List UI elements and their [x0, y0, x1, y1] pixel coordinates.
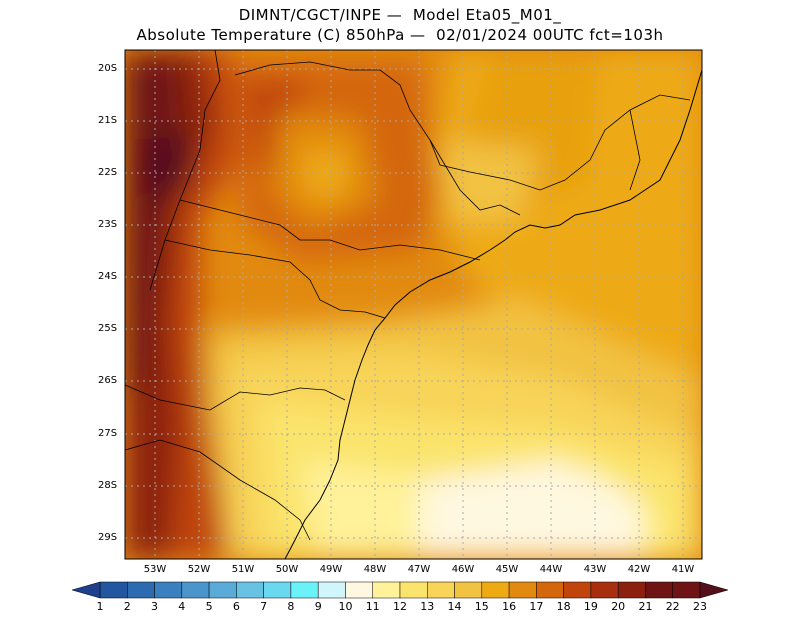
lon-label: 53W [143, 564, 167, 575]
colorbar-segment [645, 581, 673, 599]
colorbar-segment [372, 581, 401, 599]
colorbar-label: 4 [178, 600, 186, 613]
colorbar-label: 14 [447, 600, 462, 613]
colorbar-segment [536, 581, 564, 599]
plot-frame [124, 49, 703, 560]
colorbar-max-arrow [699, 581, 729, 599]
colorbar-label: 5 [205, 600, 213, 613]
colorbar-label: 16 [502, 600, 517, 613]
colorbar-label: 12 [393, 600, 407, 613]
colorbar-segment [508, 581, 537, 599]
lon-label: 47W [407, 564, 431, 575]
colorbar-min-arrow [71, 581, 101, 599]
lon-label: 43W [583, 564, 607, 575]
colorbar-label: 6 [232, 600, 240, 613]
colorbar-label: 8 [287, 600, 295, 613]
colorbar-segment [99, 581, 128, 599]
colorbar-segment [263, 581, 292, 599]
colorbar-label: 11 [365, 600, 380, 613]
title-line-1: DIMNT/CGCT/INPE — Model Eta05_M01_ [238, 6, 562, 24]
lon-label: 52W [187, 564, 211, 575]
colorbar-label: 15 [474, 600, 489, 613]
colorbar-segment [127, 581, 155, 599]
colorbar-label: 10 [338, 600, 353, 613]
colorbar-label: 21 [638, 600, 653, 613]
lon-label: 49W [319, 564, 343, 575]
lat-label: 26S [98, 375, 118, 386]
colorbar-segment [317, 581, 346, 599]
colorbar-label: 13 [420, 600, 435, 613]
colorbar-label: 23 [693, 600, 707, 613]
lon-label: 50W [275, 564, 299, 575]
lat-label: 27S [98, 428, 118, 439]
colorbar-segment [236, 581, 264, 599]
colorbar-label: 18 [556, 600, 571, 613]
lon-label: 42W [627, 564, 651, 575]
colorbar-segment [290, 581, 319, 599]
colorbar-label: 7 [260, 600, 268, 613]
lat-label: 20S [98, 63, 118, 74]
colorbar-label: 22 [665, 600, 680, 613]
colorbar-label: 20 [611, 600, 626, 613]
lat-label: 24S [98, 271, 118, 282]
lat-label: 22S [98, 167, 118, 178]
lon-label: 45W [495, 564, 519, 575]
colorbar-segment [181, 581, 210, 599]
lon-label: 48W [363, 564, 387, 575]
lat-label: 29S [98, 532, 118, 543]
title-line-2: Absolute Temperature (C) 850hPa — 02/01/… [136, 26, 664, 44]
lat-label: 23S [98, 219, 118, 230]
lat-label: 28S [98, 480, 118, 491]
colorbar-label: 2 [123, 600, 131, 613]
colorbar-segment [427, 581, 455, 599]
colorbar-segment [617, 581, 646, 599]
colorbar-segment [399, 581, 428, 599]
colorbar-segment [672, 581, 701, 599]
colorbar-label: 9 [314, 600, 322, 613]
colorbar-segment [563, 581, 592, 599]
colorbar-segment [208, 581, 237, 599]
colorbar-segment [154, 581, 183, 599]
lat-label: 25S [98, 323, 118, 334]
colorbar-segment [481, 581, 510, 599]
lon-label: 41W [671, 564, 695, 575]
grid-lines [125, 50, 702, 559]
temperature-field [125, 50, 702, 559]
colorbar-segment [454, 581, 483, 599]
lon-label: 51W [231, 564, 255, 575]
state-borders [125, 50, 691, 541]
colorbar-label: 17 [529, 600, 544, 613]
coastline [284, 69, 702, 559]
lon-label: 46W [451, 564, 475, 575]
colorbar-segment [345, 581, 373, 599]
colorbar-label: 19 [583, 600, 598, 613]
colorbar-label: 1 [96, 600, 104, 613]
colorbar-label: 3 [151, 600, 158, 613]
colorbar-segment [590, 581, 619, 599]
colorbar [71, 581, 729, 599]
lat-label: 21S [98, 115, 118, 126]
lon-label: 44W [539, 564, 563, 575]
